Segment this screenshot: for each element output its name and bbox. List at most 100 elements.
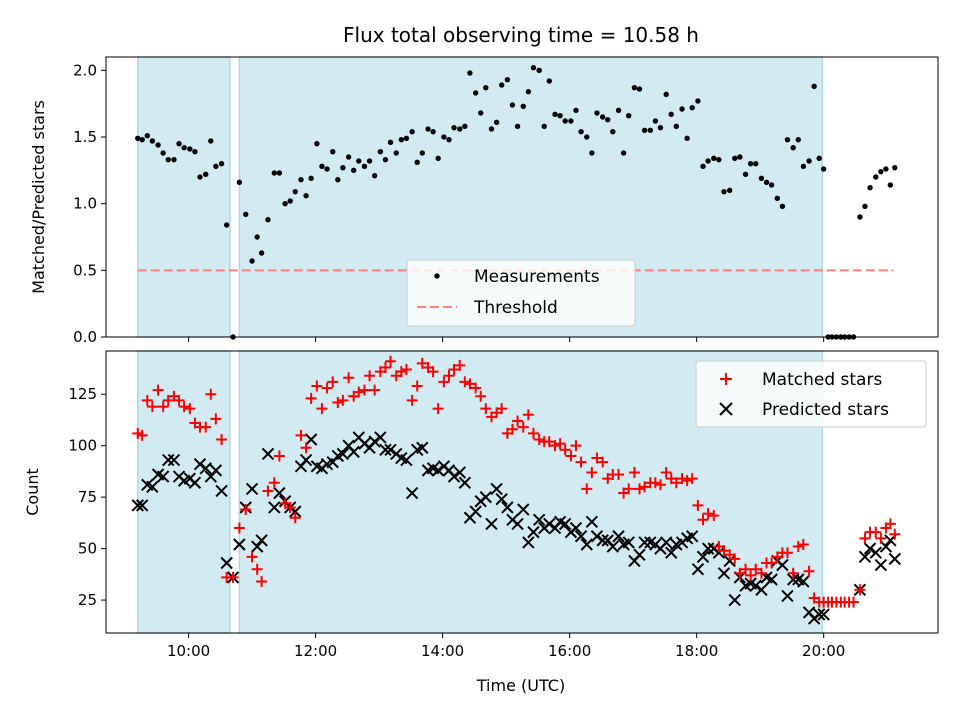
measurement-point [371, 172, 378, 179]
matched-star-point [702, 508, 714, 520]
matched-star-point [570, 440, 582, 452]
shaded-interval [137, 56, 231, 338]
measurement-point [504, 76, 511, 83]
measurement-point [192, 148, 198, 155]
predicted-star-point [765, 573, 778, 586]
predicted-star-point [749, 579, 762, 592]
measurement-point [742, 171, 749, 178]
predicted-star-point [686, 530, 699, 543]
matched-star-point [543, 436, 555, 448]
predicted-star-point [728, 593, 741, 607]
predicted-star-point [250, 540, 264, 553]
predicted-star-point [622, 536, 635, 549]
measurement-point [308, 175, 314, 182]
top-legend-box [406, 259, 636, 327]
matched-star-point [227, 571, 239, 583]
matched-star-point [512, 415, 524, 427]
predicted-star-point [188, 476, 202, 489]
matched-star-point [692, 499, 704, 511]
matched-star-point [533, 434, 545, 446]
measurement-point [271, 170, 278, 176]
matched-star-point [792, 541, 804, 553]
predicted-star-point [299, 453, 313, 467]
matched-star-point [639, 481, 651, 493]
matched-star-point [565, 450, 577, 462]
matched-star-point [311, 380, 323, 392]
measurement-point [414, 159, 420, 166]
measurement-point [419, 150, 425, 156]
bottom-plot-frame [105, 350, 939, 634]
measurement-point [451, 124, 457, 131]
matched-star-point [581, 483, 593, 495]
matched-star-point [406, 394, 418, 406]
matched-star-point [385, 355, 397, 367]
matched-star-point [432, 403, 444, 415]
measurement-point [573, 107, 579, 114]
predicted-star-point [522, 536, 535, 549]
matched-star-point [496, 403, 508, 415]
matched-star-point [205, 388, 217, 400]
matched-star-point [750, 563, 762, 575]
matched-star-point [427, 366, 439, 378]
matched-star-point [369, 384, 381, 396]
matched-star-point [233, 522, 245, 534]
measurement-point [236, 179, 243, 186]
x-tick-label: 16:00 [548, 642, 591, 660]
matched-star-point [246, 551, 258, 563]
predicted-star-point [717, 567, 731, 580]
matched-star-point [522, 409, 534, 421]
measurement-point [292, 188, 298, 195]
matched-star-point [173, 394, 185, 406]
predicted-star-point [162, 453, 175, 467]
predicted-star-point [511, 517, 524, 531]
predicted-star-point [527, 525, 540, 539]
measurement-point [779, 203, 786, 210]
predicted-star-point [517, 503, 530, 516]
measurement-point [467, 70, 473, 76]
predicted-star-point [268, 501, 281, 514]
predicted-star-point [569, 521, 583, 535]
measurement-point [350, 167, 357, 174]
measurement-point [258, 250, 265, 256]
matched-star-point [697, 514, 709, 526]
matched-star-point [411, 380, 423, 392]
measurement-point [223, 222, 230, 228]
measurement-point [472, 90, 479, 96]
matched-star-point [289, 512, 301, 524]
predicted-star-point [490, 482, 503, 496]
predicted-star-point [416, 441, 429, 454]
measurement-point [816, 155, 822, 162]
y-tick-label: 75 [78, 488, 97, 506]
measurement-point [187, 146, 193, 152]
predicted-star-point [606, 540, 620, 553]
matched-star-point [443, 370, 455, 382]
predicted-star-point [135, 499, 149, 512]
measurement-point [610, 128, 616, 135]
measurement-point [144, 132, 150, 139]
x-tick-label: 20:00 [802, 642, 845, 660]
measurement-point [282, 200, 288, 207]
predicted-star-point [633, 548, 646, 561]
measurement-point [208, 138, 214, 144]
predicted-star-point [879, 540, 893, 553]
matched-star-point [464, 378, 476, 390]
y-tick-label: 125 [68, 385, 97, 403]
matched-star-point [273, 450, 285, 462]
measurement-point [430, 128, 436, 135]
measurement-point [695, 98, 701, 104]
predicted-star-point [659, 536, 673, 549]
matched-star-point [480, 403, 492, 415]
measurement-point [892, 164, 898, 171]
matched-star-point [708, 510, 720, 522]
matched-star-point [740, 563, 752, 575]
matched-star-point [395, 366, 407, 378]
predicted-star-point [723, 554, 736, 568]
predicted-star-point [781, 589, 794, 603]
predicted-star-point [374, 431, 387, 444]
measurement-point [330, 148, 336, 155]
measurement-point [514, 123, 521, 130]
measurement-point [478, 110, 484, 116]
measurement-point [657, 124, 664, 131]
measurement-point [314, 140, 320, 147]
predicted-star-point [261, 447, 275, 461]
